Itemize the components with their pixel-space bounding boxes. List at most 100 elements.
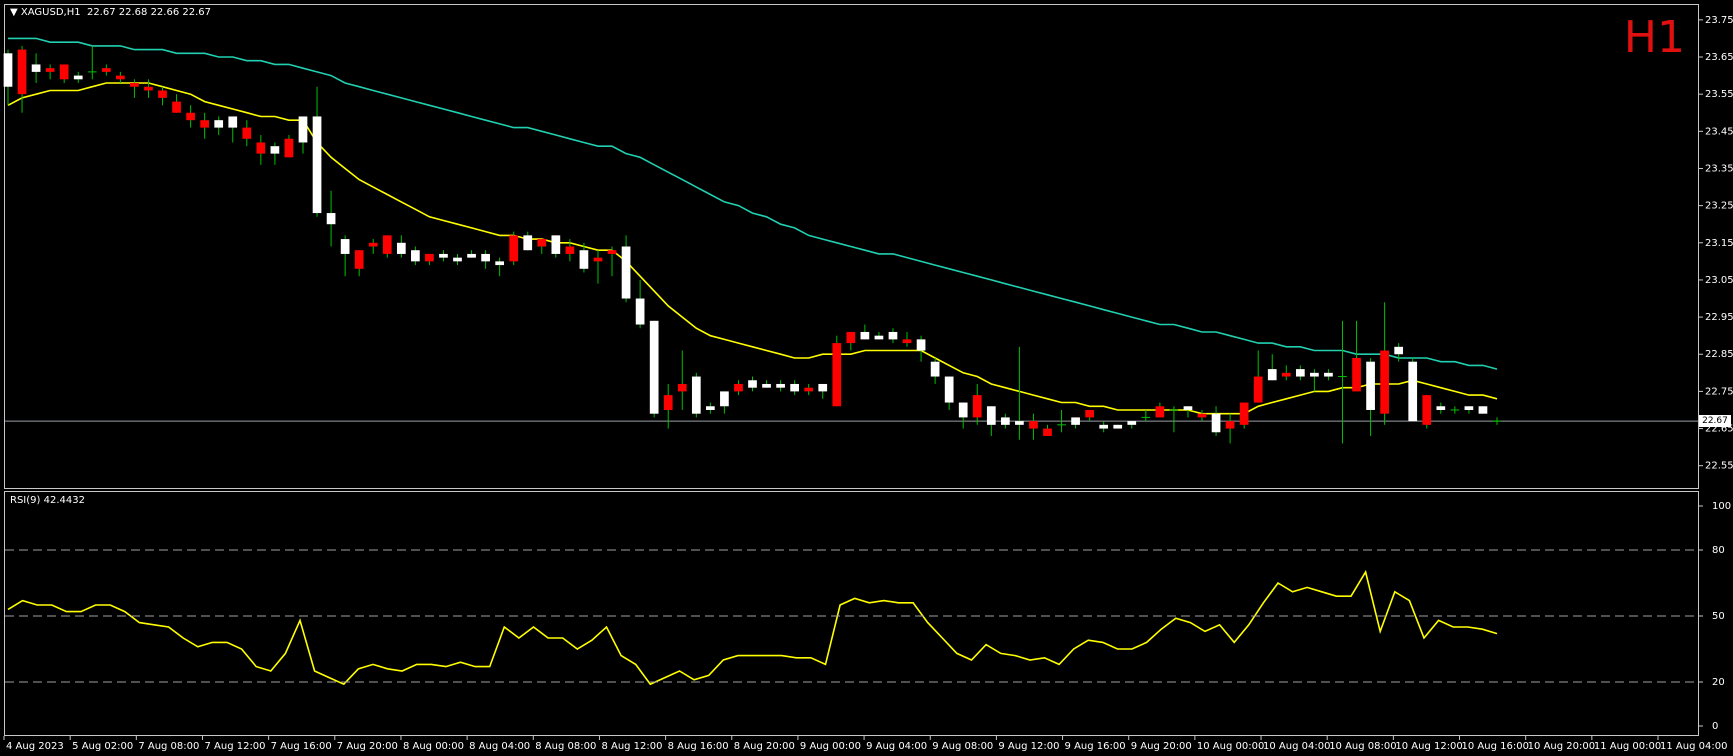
candles <box>3 45 1502 444</box>
price-tick-label: 22.85 <box>1705 349 1733 360</box>
time-tick-label: 11 Aug 04:00 <box>1660 741 1727 752</box>
candle-body <box>1295 369 1305 377</box>
candle <box>1183 406 1193 418</box>
candle-body <box>453 257 462 262</box>
rsi-tick-label: 20 <box>1712 677 1725 688</box>
candle-body <box>958 402 968 418</box>
price-tick-label: 23.25 <box>1705 201 1733 212</box>
candle <box>663 383 673 429</box>
candle-body <box>846 331 856 344</box>
candle <box>1324 369 1333 381</box>
candle <box>411 246 420 266</box>
candle-body <box>916 339 926 351</box>
time-tick-label: 8 Aug 00:00 <box>403 741 464 752</box>
time-tick-label: 11 Aug 00:00 <box>1594 741 1661 752</box>
dropdown-arrow-icon[interactable]: ▼ <box>10 7 18 18</box>
candle <box>116 71 125 84</box>
candle-body <box>214 120 224 128</box>
candle-body <box>1394 346 1404 355</box>
candle-body <box>1267 369 1277 381</box>
price-tick-label: 22.65 <box>1705 424 1733 435</box>
candle <box>523 231 533 251</box>
candle-body <box>635 298 645 325</box>
time-tick-label: 9 Aug 04:00 <box>866 741 927 752</box>
candle-body <box>579 250 589 269</box>
candle-body <box>425 253 434 262</box>
time-tick-label: 10 Aug 04:00 <box>1263 741 1330 752</box>
candle <box>1380 302 1389 425</box>
candle <box>1422 395 1432 429</box>
candle <box>1057 409 1066 433</box>
candle-body <box>312 116 322 214</box>
candle <box>509 231 519 266</box>
rsi-series <box>7 569 1498 686</box>
rsi-tick-label: 0 <box>1712 721 1718 732</box>
candle <box>326 190 336 247</box>
fast-moving-average-line <box>7 82 1498 415</box>
candle <box>31 53 41 84</box>
price-chart-pane[interactable] <box>4 4 1699 489</box>
candle <box>73 71 83 84</box>
candle-body <box>439 253 448 258</box>
candle <box>635 279 645 329</box>
candle <box>453 253 462 266</box>
candle <box>17 45 27 113</box>
candle <box>846 331 856 351</box>
candle-body <box>776 383 785 388</box>
rsi-indicator-pane[interactable] <box>4 491 1699 736</box>
candle-body <box>790 383 799 392</box>
candle <box>1338 320 1347 444</box>
candle <box>804 383 814 396</box>
candle <box>439 250 448 262</box>
candle <box>748 376 757 392</box>
candle-body <box>706 406 715 410</box>
candle-body <box>284 138 294 158</box>
candle <box>972 383 982 425</box>
candle-body <box>509 235 519 262</box>
candle <box>396 235 406 258</box>
time-tick-label: 5 Aug 02:00 <box>72 741 133 752</box>
candle <box>1267 354 1277 381</box>
candle <box>818 383 828 399</box>
price-tick-label: 22.55 <box>1705 461 1733 472</box>
price-tick-label: 22.75 <box>1705 386 1733 397</box>
candle-body <box>73 75 83 80</box>
candle <box>1211 406 1221 436</box>
candle <box>242 120 252 147</box>
candle-body <box>1408 361 1418 422</box>
candle-body <box>972 395 982 418</box>
candle-body <box>467 253 476 258</box>
candle-body <box>1015 421 1024 425</box>
candle-body <box>1422 395 1432 425</box>
rsi-tick-label: 50 <box>1712 611 1725 622</box>
candle <box>130 79 139 98</box>
candle <box>1436 402 1446 414</box>
candle <box>677 350 687 410</box>
candle <box>298 116 308 154</box>
candle <box>874 331 884 340</box>
time-tick-label: 7 Aug 08:00 <box>138 741 199 752</box>
candle-body <box>144 86 153 91</box>
price-tick-label: 23.75 <box>1705 15 1733 26</box>
rsi-tick-label: 80 <box>1712 545 1725 556</box>
candle-body <box>649 320 659 414</box>
candle-body <box>1366 361 1375 410</box>
candle <box>1113 424 1123 429</box>
time-tick-label: 9 Aug 12:00 <box>998 741 1059 752</box>
candle-body <box>1085 409 1094 418</box>
candle-body <box>832 343 842 407</box>
candle-body <box>340 239 350 254</box>
candle <box>1394 343 1404 362</box>
candle-body <box>818 383 828 392</box>
candle <box>832 335 842 407</box>
candle <box>776 380 785 392</box>
candle-body <box>1183 406 1193 410</box>
candle <box>382 235 392 258</box>
candle-body <box>354 250 364 269</box>
candle-body <box>804 387 814 392</box>
candle-body <box>902 339 912 344</box>
time-tick-label: 8 Aug 12:00 <box>601 741 662 752</box>
candle <box>762 380 771 388</box>
candle-body <box>228 116 238 128</box>
rsi-line <box>7 569 1498 686</box>
